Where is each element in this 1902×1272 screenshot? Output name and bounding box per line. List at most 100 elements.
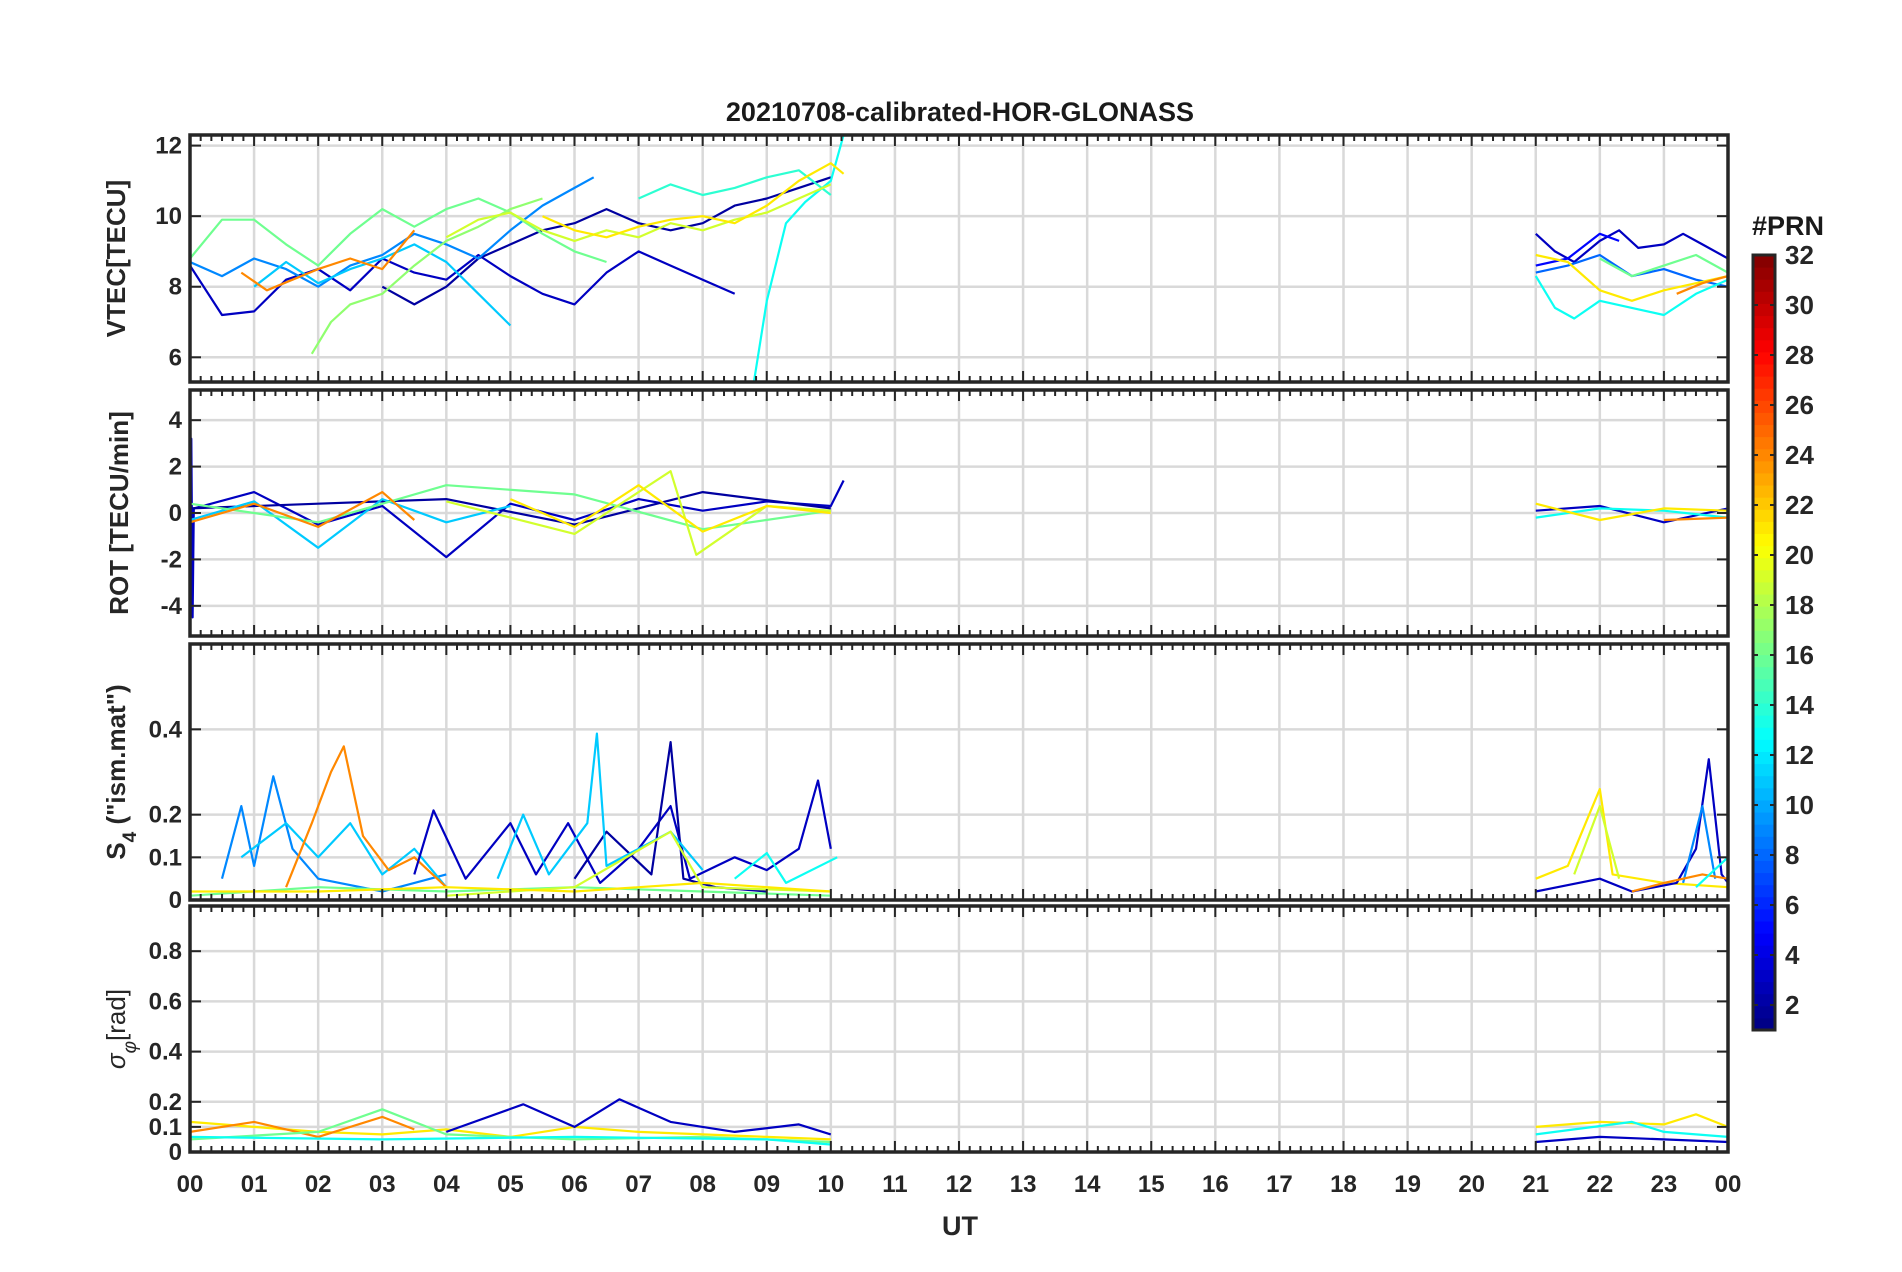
prn-13-line [1695,856,1728,889]
series-group [190,1098,1728,1146]
y-tick-label: -4 [161,593,183,620]
y-tick-label: 6 [169,344,182,371]
colorbar-tick-label: 18 [1785,590,1814,620]
x-tick-label: 00 [1715,1171,1742,1198]
colorbar-tick-label: 14 [1785,690,1814,720]
prn-13-line [190,1135,831,1146]
series-group [190,135,1728,382]
colorbar-segment [1753,654,1775,668]
colorbar-segment [1753,775,1775,789]
chart-title: 20210708-calibrated-HOR-GLONASS [726,97,1194,127]
x-tick-label: 20 [1458,1171,1485,1198]
colorbar-tick-label: 12 [1785,740,1814,770]
y-tick-label: 0.6 [149,988,182,1015]
prn-11-line [253,243,512,327]
colorbar-segment [1753,400,1775,413]
y-tick-label: 0.4 [149,716,183,743]
y-tick-label: 2 [169,454,182,481]
y-tick-label: -2 [161,546,182,573]
colorbar-segment [1753,606,1775,619]
colorbar-segment [1753,255,1775,268]
colorbar-segment [1753,678,1775,692]
panel-sigma_phi: 00.10.2 0.4 0.6 0.8 σφ[rad] [101,904,1730,1166]
prn-2-line [190,491,831,526]
x-tick-label: 00 [177,1171,204,1198]
colorbar-segment [1753,824,1775,837]
prn-19-line [1573,805,1621,879]
colorbar-segment [1753,363,1775,377]
prn-3-line [190,437,845,619]
prn-3-line [413,779,832,884]
colorbar-segment [1753,921,1775,934]
prn-24-line [240,229,416,292]
prn-13-line [734,852,838,884]
colorbar-segment [1753,315,1775,329]
colorbar-segment [1753,376,1775,389]
colorbar-segment [1753,1005,1775,1019]
prn-24-line [190,491,416,528]
colorbar-segment [1753,303,1775,317]
x-tick-label: 16 [1202,1171,1229,1198]
y-tick-label: 12 [155,133,182,160]
prn-3-line [445,1098,832,1136]
y-tick-label: 4 [169,407,183,434]
x-tick-label: 07 [625,1171,652,1198]
prn-24-line [190,1115,415,1138]
colorbar-tick-label: 20 [1785,540,1814,570]
prn-9-line [1682,805,1717,884]
colorbar-segment [1753,860,1775,874]
y-tick-label: 0 [169,887,182,914]
panel-vtec: 6 8 10 12 VTEC[TECU] [101,133,1730,384]
y-tick-label: 0.8 [149,938,182,965]
series-group [190,437,1728,619]
colorbar-segment [1753,569,1775,583]
y-tick-label: 0.2 [149,1089,182,1116]
y-tick-label: 0.1 [149,844,182,871]
colorbar-segment [1753,739,1775,752]
colorbar-segment [1753,351,1775,365]
prn-5-line [1535,232,1620,267]
x-tick-label: 04 [433,1171,460,1198]
colorbar-segment [1753,448,1775,462]
y-tick-label: 0 [169,1139,182,1166]
x-tick-label: 01 [241,1171,268,1198]
prn-16-line [1599,253,1728,278]
prn-9-line [220,775,447,893]
prn-24-line [1663,516,1728,522]
x-tick-label: 18 [1330,1171,1357,1198]
x-tick-label: 19 [1394,1171,1421,1198]
prn-11-line [190,498,511,549]
colorbar-segment [1753,388,1775,401]
series-group [190,732,1728,897]
y-tick-label: 0.1 [149,1114,182,1141]
y-axis-label: σφ[rad] [101,989,141,1069]
colorbar-segment [1753,267,1775,280]
x-tick-labels: 00 01 02 03 04 05 06 07 08 09 10 11 12 13 14 15 16 17 18 19… [177,1171,1742,1198]
prn-24-line [1631,873,1728,893]
prn-24-line [285,745,448,889]
x-tick-label: 10 [817,1171,844,1198]
prn-16-line [190,197,607,267]
colorbar-segment [1753,727,1775,740]
x-tick-label: 12 [946,1171,973,1198]
colorbar-segment [1753,908,1775,922]
y-tick-label: 10 [155,203,182,230]
colorbar-segment [1753,533,1775,547]
prn-3-line [1535,229,1728,264]
colorbar-tick-label: 16 [1785,640,1814,670]
colorbar-segment [1753,594,1775,607]
colorbar-segment [1753,291,1775,304]
colorbar-tick-label: 24 [1785,440,1814,470]
prn-21-line [509,484,831,533]
colorbar-segment [1753,945,1775,958]
prn-13-line [1534,275,1728,320]
x-tick-label: 21 [1522,1171,1549,1198]
x-tick-label: 15 [1138,1171,1165,1198]
x-tick-label: 05 [497,1171,524,1198]
prn-13-line [1535,1120,1728,1138]
prn-11-line [240,822,448,888]
x-tick-label: 02 [305,1171,332,1198]
colorbar-segment [1753,666,1775,680]
prn-13-line [752,135,845,382]
